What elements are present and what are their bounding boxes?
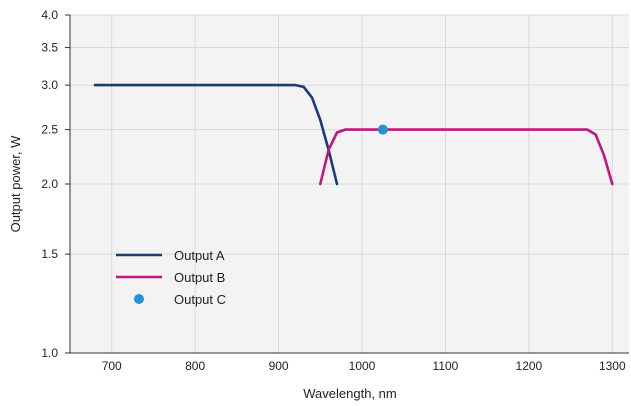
x-tick-label: 800 [185, 359, 205, 373]
y-tick-label: 1.5 [41, 247, 58, 261]
y-tick-label: 2.0 [41, 177, 58, 191]
legend-label-output-b: Output B [174, 270, 225, 285]
x-tick-label: 1200 [516, 359, 543, 373]
data-point-output-c [377, 124, 388, 135]
y-axis-label: Output power, W [8, 135, 23, 233]
x-tick-label: 700 [102, 359, 122, 373]
y-tick-label: 2.5 [41, 123, 58, 137]
legend-label-output-a: Output A [174, 248, 225, 263]
x-tick-label: 900 [269, 359, 289, 373]
x-axis-label: Wavelength, nm [303, 386, 396, 401]
series-line-output-b [318, 128, 614, 186]
legend: Output A Output B Output C [116, 248, 226, 307]
y-tick-label: 1.0 [41, 346, 58, 360]
legend-swatch-output-c [134, 294, 144, 304]
y-tick-label: 3.0 [41, 78, 58, 92]
x-tick-label: 1000 [349, 359, 376, 373]
x-tick-label: 1100 [433, 359, 459, 373]
y-tick-label: 3.5 [41, 41, 58, 55]
axes: 700 800 900 1000 1100 1200 1300 1.0 1.5 2.0 2.5 3.0… [41, 8, 629, 373]
y-tick-label: 4.0 [41, 8, 58, 22]
x-tick-label: 1300 [599, 359, 626, 373]
series-group [93, 83, 614, 186]
legend-label-output-c: Output C [174, 292, 226, 307]
